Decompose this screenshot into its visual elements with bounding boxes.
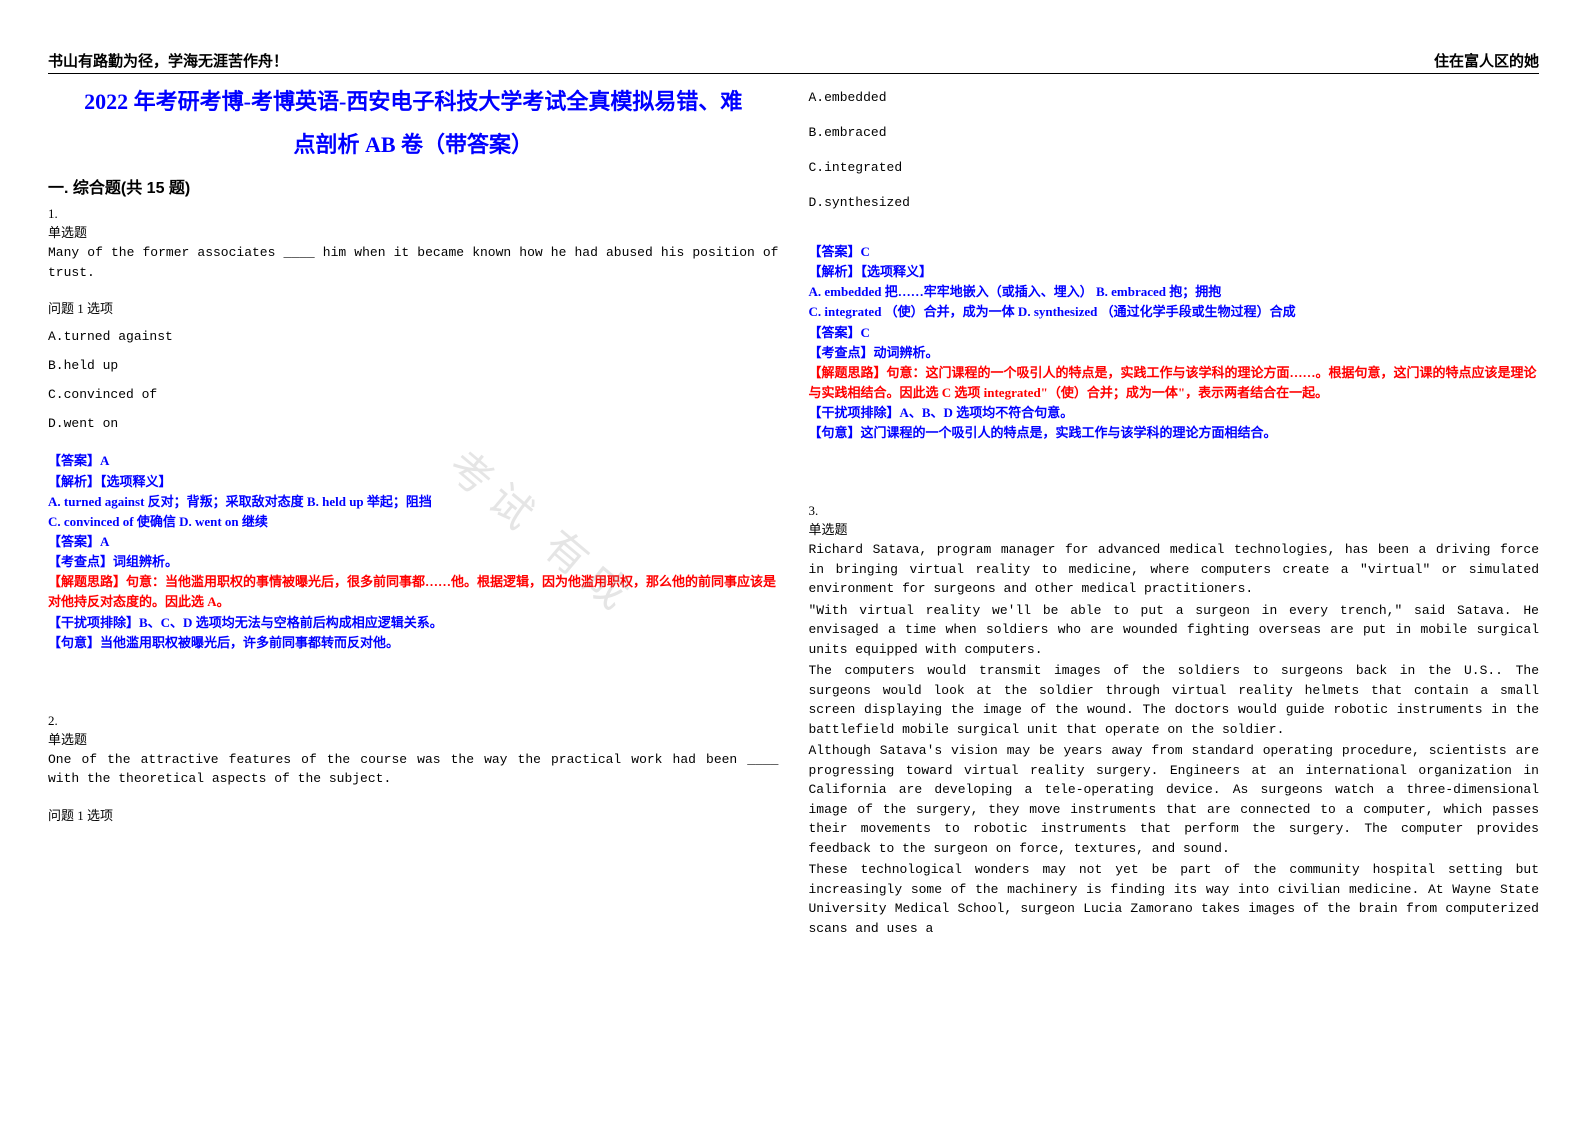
q3-passage-p2: "With virtual reality we'll be able to p… bbox=[809, 601, 1540, 660]
q1-answer-label: 【答案】A bbox=[48, 451, 779, 471]
q2-option-c: C.integrated bbox=[809, 160, 1540, 175]
q2-number: 2. bbox=[48, 713, 779, 729]
header-left: 书山有路勤为径，学海无涯苦作舟！ bbox=[48, 50, 288, 71]
q1-exam-point: 【考查点】词组辨析。 bbox=[48, 552, 779, 572]
doc-title-line1: 2022 年考研考博-考博英语-西安电子科技大学考试全真模拟易错、难 bbox=[48, 84, 779, 119]
q1-option-a: A.turned against bbox=[48, 329, 779, 344]
q2-option-b: B.embraced bbox=[809, 125, 1540, 140]
q2-answer-label2: 【答案】C bbox=[809, 323, 1540, 343]
q1-distractor: 【干扰项排除】B、C、D 选项均无法与空格前后构成相应逻辑关系。 bbox=[48, 613, 779, 633]
q3-passage-p3: The computers would transmit images of t… bbox=[809, 661, 1540, 739]
q2-answer-label: 【答案】C bbox=[809, 242, 1540, 262]
left-column: 2022 年考研考博-考博英语-西安电子科技大学考试全真模拟易错、难 点剖析 A… bbox=[48, 84, 779, 938]
q2-type: 单选题 bbox=[48, 729, 779, 748]
q1-sub-label: 问题 1 选项 bbox=[48, 298, 779, 317]
q2-meaning: 【句意】这门课程的一个吸引人的特点是，实践工作与该学科的理论方面相结合。 bbox=[809, 423, 1540, 443]
q2-option-a: A.embedded bbox=[809, 90, 1540, 105]
q3-passage-p5: These technological wonders may not yet … bbox=[809, 860, 1540, 938]
q1-option-d: D.went on bbox=[48, 416, 779, 431]
q1-answer-label2: 【答案】A bbox=[48, 532, 779, 552]
q2-sub-label: 问题 1 选项 bbox=[48, 805, 779, 824]
q2-option-d: D.synthesized bbox=[809, 195, 1540, 210]
header-right: 住在富人区的她 bbox=[1434, 50, 1539, 71]
q1-type: 单选题 bbox=[48, 222, 779, 241]
q3-passage-p4: Although Satava's vision may be years aw… bbox=[809, 741, 1540, 858]
q3-type: 单选题 bbox=[809, 519, 1540, 538]
q1-answer-block: 【答案】A 【解析】【选项释义】 A. turned against 反对；背叛… bbox=[48, 451, 779, 652]
q2-stem: One of the attractive features of the co… bbox=[48, 750, 779, 789]
doc-title-line2: 点剖析 AB 卷（带答案） bbox=[48, 127, 779, 162]
page-header: 书山有路勤为径，学海无涯苦作舟！ 住在富人区的她 bbox=[48, 50, 1539, 74]
q1-option-b: B.held up bbox=[48, 358, 779, 373]
q3-number: 3. bbox=[809, 503, 1540, 519]
q1-meaning: 【句意】当他滥用职权被曝光后，许多前同事都转而反对他。 bbox=[48, 633, 779, 653]
q2-answer-block: 【答案】C 【解析】【选项释义】 A. embedded 把……牢牢地嵌入（或插… bbox=[809, 242, 1540, 443]
q1-option-c: C.convinced of bbox=[48, 387, 779, 402]
content-columns: 2022 年考研考博-考博英语-西安电子科技大学考试全真模拟易错、难 点剖析 A… bbox=[48, 84, 1539, 938]
q2-thinking: 【解题思路】句意：这门课程的一个吸引人的特点是，实践工作与该学科的理论方面……。… bbox=[809, 363, 1540, 403]
q1-exp-line2: C. convinced of 使确信 D. went on 继续 bbox=[48, 512, 779, 532]
q1-number: 1. bbox=[48, 206, 779, 222]
q2-exp-line2: C. integrated （使）合并，成为一体 D. synthesized … bbox=[809, 302, 1540, 322]
q2-distractor: 【干扰项排除】A、B、D 选项均不符合句意。 bbox=[809, 403, 1540, 423]
section-heading: 一. 综合题(共 15 题) bbox=[48, 174, 779, 198]
q1-thinking: 【解题思路】句意：当他滥用职权的事情被曝光后，很多前同事都……他。根据逻辑，因为… bbox=[48, 572, 779, 612]
q1-stem: Many of the former associates ____ him w… bbox=[48, 243, 779, 282]
q1-exp-line1: A. turned against 反对；背叛；采取敌对态度 B. held u… bbox=[48, 492, 779, 512]
q3-passage-p1: Richard Satava, program manager for adva… bbox=[809, 540, 1540, 599]
q2-exam-point: 【考查点】动词辨析。 bbox=[809, 343, 1540, 363]
q2-explanation-label: 【解析】【选项释义】 bbox=[809, 262, 1540, 282]
right-column: A.embedded B.embraced C.integrated D.syn… bbox=[809, 84, 1540, 938]
q1-explanation-label: 【解析】【选项释义】 bbox=[48, 472, 779, 492]
q2-exp-line1: A. embedded 把……牢牢地嵌入（或插入、埋入） B. embraced… bbox=[809, 282, 1540, 302]
